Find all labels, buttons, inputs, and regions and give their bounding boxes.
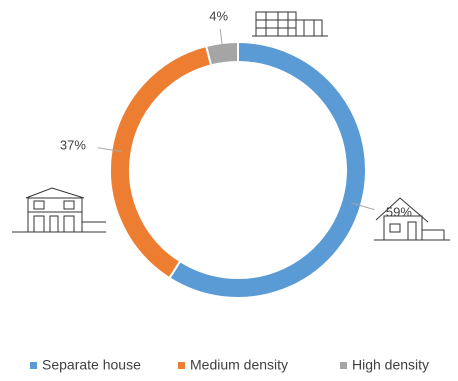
legend-swatch xyxy=(30,362,37,369)
slice xyxy=(204,40,239,67)
legend-swatch xyxy=(178,362,185,369)
leader-line xyxy=(351,202,375,211)
slice xyxy=(109,44,213,280)
legend-label: Medium density xyxy=(190,357,288,373)
data-label: 59% xyxy=(386,204,412,219)
data-label: 37% xyxy=(60,137,86,152)
legend-swatch xyxy=(340,362,347,369)
icon-house xyxy=(374,197,450,241)
icon-townhouse xyxy=(12,187,106,233)
legend-label: High density xyxy=(352,357,429,373)
slice xyxy=(168,40,367,299)
icon-apartment xyxy=(252,11,328,37)
leader-line xyxy=(219,29,224,53)
legend-label: Separate house xyxy=(42,357,141,373)
data-label: 4% xyxy=(209,9,228,24)
leader-line xyxy=(97,147,122,153)
